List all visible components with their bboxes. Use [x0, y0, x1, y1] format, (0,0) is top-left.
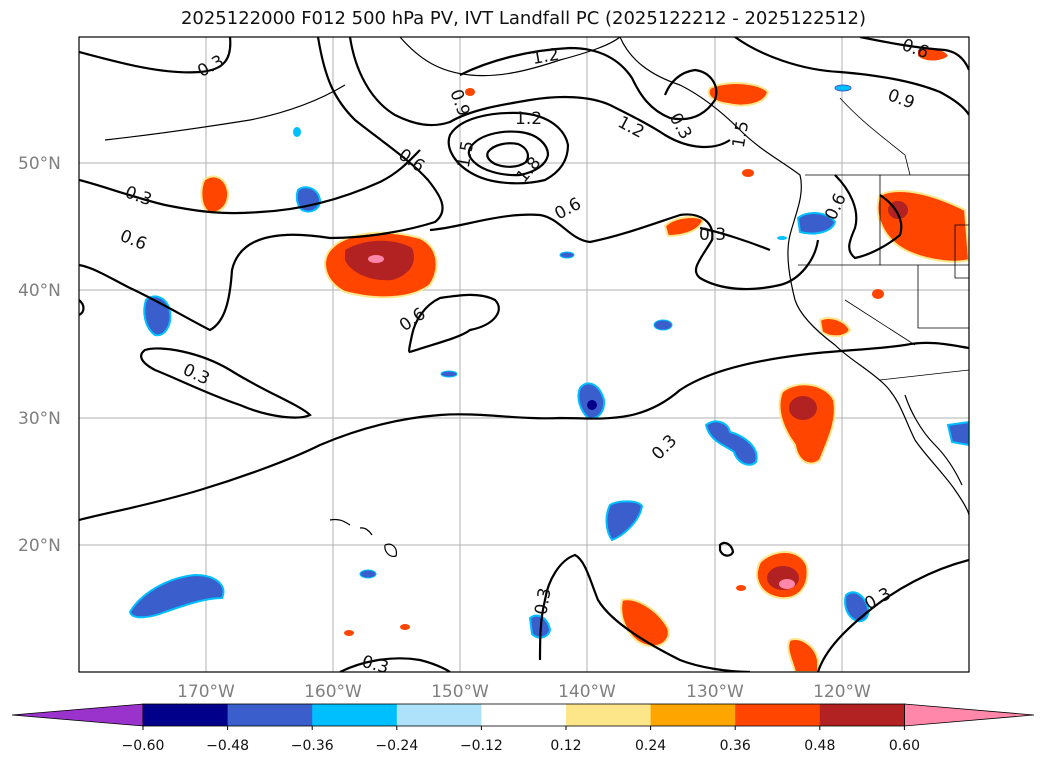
colorbar-tick-label: 0.12: [550, 738, 581, 754]
colorbar-segment: [819, 704, 905, 726]
lat-label-30n: 30°N: [18, 409, 61, 429]
colorbar-segment: [312, 704, 398, 726]
map-border: [78, 36, 970, 673]
pv-contour-0.6-northeast: [859, 37, 969, 71]
map-title: 2025122000 F012 500 hPa PV, IVT Landfall…: [180, 8, 867, 29]
contour-label: 0.3: [360, 652, 391, 678]
colorbar-tick-label: 0.60: [889, 738, 920, 754]
pv-contour-0.6-west: [79, 37, 444, 332]
pv-contour-0.9: [348, 37, 731, 149]
pv-contour-small-loop: [718, 541, 735, 557]
pv-contour-0.9-east: [734, 37, 969, 116]
colorbar-tick-label: −0.60: [122, 738, 165, 754]
pv-contour-0.6-central: [408, 293, 500, 354]
latitude-labels: 50°N 40°N 30°N 20°N: [18, 154, 61, 556]
colorbar-tick-label: −0.24: [375, 738, 418, 754]
colorbar-labels: −0.60 −0.48 −0.36 −0.24 −0.12 0.12 0.24 0.36 0.4…: [122, 726, 920, 754]
ivt-blob-british-columbia: [707, 82, 770, 107]
contour-label: 1.5: [729, 119, 753, 149]
contour-label: 0.3: [699, 225, 726, 245]
map-area: [79, 37, 969, 672]
pv-contour-left-edge: [79, 299, 85, 316]
colorbar-segment: [396, 704, 482, 726]
colorbar-tick-label: 0.24: [635, 738, 666, 754]
pv-contour-1.2-ring: [447, 111, 570, 185]
pv-contour-0.3-bottom: [339, 657, 451, 672]
colorbar-extend-high: [904, 703, 1035, 727]
lat-label-20n: 20°N: [18, 536, 61, 556]
pv-contour-0.6-low: [429, 213, 820, 291]
lat-label-50n: 50°N: [18, 154, 61, 174]
pv-contour-0.3-se: [816, 558, 969, 672]
baja-california: [904, 394, 963, 486]
colorbar-tick-label: 0.48: [804, 738, 835, 754]
colorbar-segment: [143, 704, 229, 726]
lon-label-170w: 170°W: [177, 682, 235, 702]
pv-contour-0.6-coast: [834, 174, 903, 260]
pv-contour-0.3-east: [699, 226, 771, 252]
colorbar-border: [142, 703, 905, 727]
longitude-labels: 170°W 160°W 150°W 140°W 130°W 120°W: [177, 682, 871, 702]
colorbar-extend-low: [11, 703, 144, 727]
pv-contour-0.3-west: [79, 149, 421, 215]
colorbar-tick-label: −0.36: [291, 738, 334, 754]
aleutian-chain: [104, 84, 346, 141]
ivt-blob-southwest-negative: [128, 573, 225, 619]
colorbar-tick-label: −0.48: [206, 738, 249, 754]
pv-contour-0.3-subtropic: [140, 347, 312, 419]
lon-label-140w: 140°W: [558, 682, 616, 702]
pv-contour-1.8-ring: [486, 142, 529, 168]
colorbar-segment: [650, 704, 736, 726]
pv-contour-0.3-north: [79, 37, 232, 74]
alaska-coast: [399, 37, 621, 77]
contour-label: 0.3: [531, 586, 555, 616]
north-america-coast: [619, 37, 969, 516]
colorbar: [11, 703, 1035, 727]
ivt-negative-shading: [128, 84, 969, 639]
contour-label: 1.2: [531, 45, 561, 69]
lon-label-160w: 160°W: [304, 682, 362, 702]
lon-label-150w: 150°W: [431, 682, 489, 702]
lat-label-40n: 40°N: [18, 281, 61, 301]
pv-contours: [79, 37, 969, 672]
coastlines: [104, 37, 969, 557]
colorbar-segment: [481, 704, 567, 726]
pv-contour-1.2-north: [459, 46, 718, 121]
colorbar-tick-label: 0.36: [720, 738, 751, 754]
colorbar-tick-label: −0.12: [460, 738, 503, 754]
lon-label-130w: 130°W: [686, 682, 744, 702]
lon-label-120w: 120°W: [813, 682, 871, 702]
pv-contour-0.3-central-south: [79, 341, 969, 522]
pv-contour-1.5-ring: [467, 130, 550, 177]
contour-label: 1.2: [515, 109, 542, 129]
ivt-blob-west-pacific: [200, 175, 230, 214]
colorbar-segment: [735, 704, 821, 726]
colorbar-segment: [566, 704, 652, 726]
pv-contour-0.3-southwest: [538, 553, 751, 672]
contour-label: 1.5: [454, 139, 478, 169]
colorbar-segment: [227, 704, 313, 726]
borders: [798, 97, 969, 381]
hawaiian-islands: [329, 518, 397, 557]
